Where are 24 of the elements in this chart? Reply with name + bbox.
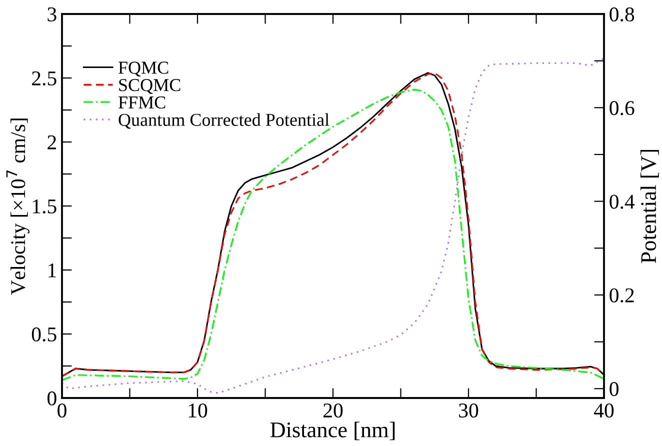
- legend-label: Quantum Corrected Potential: [118, 113, 330, 129]
- y-tick-label: 3: [48, 7, 56, 22]
- x-tick-label: 40: [594, 403, 614, 418]
- y2-tick-label: 0.8: [610, 7, 634, 22]
- y-tick-label: 2: [48, 135, 56, 150]
- y2-tick-label: 0.4: [610, 194, 635, 209]
- y2-tick-label: 0: [610, 382, 618, 396]
- x-tick-label: 30: [459, 403, 478, 418]
- x-tick-label: 0: [58, 403, 66, 418]
- legend-label: FFMC: [118, 96, 166, 109]
- y-tick-label: 0: [48, 391, 56, 406]
- y-tick-label: 1: [48, 263, 56, 278]
- x-tick-label: 20: [324, 403, 343, 418]
- x-axis-title: Distance [nm]: [270, 422, 395, 440]
- y2-tick-label: 0.6: [610, 101, 634, 116]
- legend-label: SCQMC: [119, 79, 180, 94]
- y2-tick-label: 0.2: [610, 288, 634, 302]
- y-axis-title: Velocity [×10$^{7}$ cm/s]: [6, 118, 30, 295]
- legend-label: FQMC: [118, 62, 168, 77]
- x-tick-label: 10: [188, 403, 208, 418]
- y-tick-label: 2.5: [32, 71, 56, 86]
- y-tick-label: 0.5: [32, 327, 56, 342]
- y2-axis-title: Potential [V]: [640, 150, 659, 264]
- y-tick-label: 1.5: [32, 199, 56, 214]
